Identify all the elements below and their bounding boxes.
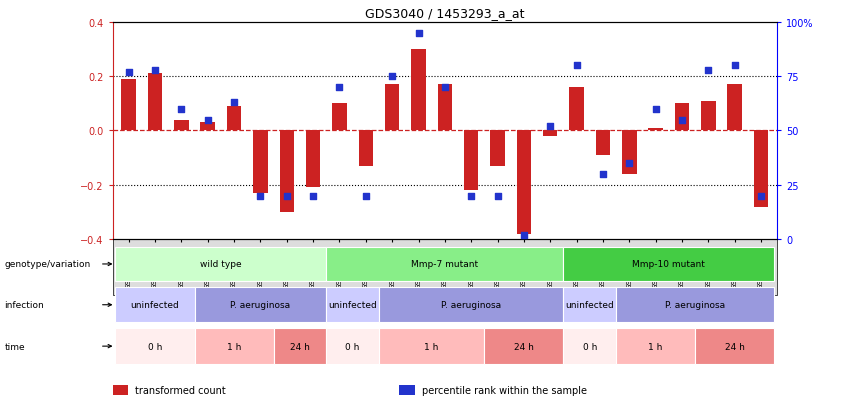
Point xyxy=(754,193,768,199)
Bar xyxy=(122,80,136,131)
Bar xyxy=(616,329,695,364)
Text: 1 h: 1 h xyxy=(648,342,663,351)
Bar xyxy=(194,287,326,323)
Point xyxy=(385,74,399,80)
Bar xyxy=(563,329,616,364)
Bar xyxy=(385,85,399,131)
Bar xyxy=(326,287,379,323)
Bar xyxy=(411,50,425,131)
Bar xyxy=(273,329,326,364)
Bar xyxy=(484,329,563,364)
Text: genotype/variation: genotype/variation xyxy=(4,260,90,269)
Text: uninfected: uninfected xyxy=(130,301,180,309)
Text: uninfected: uninfected xyxy=(565,301,615,309)
Bar xyxy=(727,85,742,131)
Bar xyxy=(279,131,294,212)
Point xyxy=(253,193,267,199)
Point xyxy=(543,123,557,130)
Text: 1 h: 1 h xyxy=(424,342,439,351)
Point xyxy=(174,106,188,113)
Point xyxy=(464,193,478,199)
Bar xyxy=(563,287,616,323)
Text: 24 h: 24 h xyxy=(514,342,534,351)
Point xyxy=(148,67,162,74)
Bar xyxy=(115,247,326,281)
Point xyxy=(227,100,241,106)
Point xyxy=(279,193,293,199)
Text: Mmp-7 mutant: Mmp-7 mutant xyxy=(411,260,478,269)
Text: P. aeruginosa: P. aeruginosa xyxy=(441,301,501,309)
Bar xyxy=(201,123,215,131)
Bar xyxy=(227,107,241,131)
Bar xyxy=(464,131,478,191)
Bar xyxy=(563,247,774,281)
Bar xyxy=(437,85,452,131)
Point xyxy=(648,106,662,113)
Bar xyxy=(701,101,715,131)
Point xyxy=(569,63,583,69)
Bar xyxy=(648,128,663,131)
Point xyxy=(122,69,135,76)
Point xyxy=(358,193,372,199)
Title: GDS3040 / 1453293_a_at: GDS3040 / 1453293_a_at xyxy=(365,7,524,20)
Text: 24 h: 24 h xyxy=(725,342,745,351)
Text: time: time xyxy=(4,342,25,351)
Bar xyxy=(595,131,610,156)
Bar xyxy=(379,287,563,323)
Text: 0 h: 0 h xyxy=(582,342,597,351)
Bar xyxy=(148,74,162,131)
Bar xyxy=(516,131,531,234)
Bar xyxy=(753,131,768,207)
Point xyxy=(490,193,504,199)
Bar xyxy=(115,287,194,323)
Text: uninfected: uninfected xyxy=(328,301,377,309)
Point xyxy=(306,193,320,199)
Point xyxy=(332,85,346,91)
Point xyxy=(701,67,715,74)
Text: P. aeruginosa: P. aeruginosa xyxy=(230,301,291,309)
Point xyxy=(438,85,452,91)
Point xyxy=(727,63,741,69)
Point xyxy=(517,232,531,239)
Bar xyxy=(253,131,267,193)
Bar xyxy=(674,104,689,131)
Text: wild type: wild type xyxy=(200,260,241,269)
Text: P. aeruginosa: P. aeruginosa xyxy=(665,301,726,309)
Point xyxy=(622,160,636,167)
Bar xyxy=(622,131,636,174)
Bar xyxy=(695,329,774,364)
Point xyxy=(411,30,425,37)
Bar xyxy=(194,329,273,364)
Text: transformed count: transformed count xyxy=(135,385,227,395)
Text: Mmp-10 mutant: Mmp-10 mutant xyxy=(633,260,706,269)
Point xyxy=(675,117,689,123)
Bar xyxy=(616,287,774,323)
Bar xyxy=(379,329,484,364)
Bar xyxy=(543,131,557,137)
Bar xyxy=(326,329,379,364)
Text: infection: infection xyxy=(4,301,44,309)
Point xyxy=(201,117,214,123)
Text: percentile rank within the sample: percentile rank within the sample xyxy=(422,385,587,395)
Bar xyxy=(115,329,194,364)
Bar xyxy=(569,88,584,131)
Bar xyxy=(306,131,320,188)
Text: 1 h: 1 h xyxy=(227,342,241,351)
Text: 24 h: 24 h xyxy=(290,342,310,351)
Bar xyxy=(326,247,563,281)
Bar xyxy=(332,104,346,131)
Bar xyxy=(174,120,188,131)
Text: 0 h: 0 h xyxy=(148,342,162,351)
Bar xyxy=(490,131,505,166)
Bar xyxy=(358,131,373,166)
Text: 0 h: 0 h xyxy=(345,342,360,351)
Point xyxy=(596,171,610,178)
